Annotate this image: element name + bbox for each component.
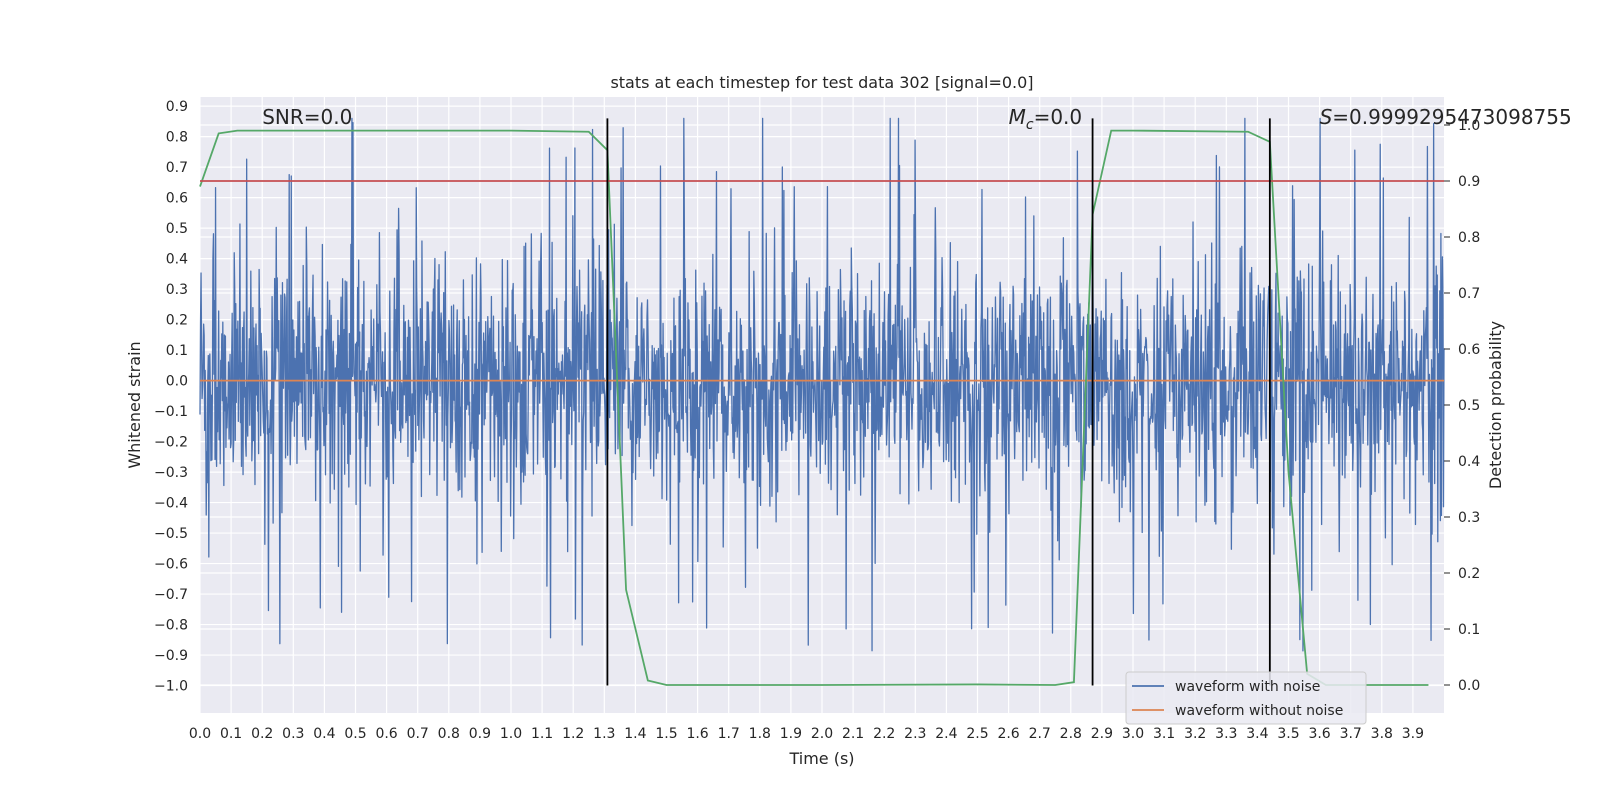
x-tick-label: 3.7 <box>1340 726 1362 742</box>
x-tick-label: 0.4 <box>313 726 335 742</box>
x-tick-label: 0.0 <box>189 726 211 742</box>
ticks: 0.0 0.1 0.2 0.3 0.4 0.5 0.6 0.7 0.8 0.9 1.0 1.1 1.2 1… <box>154 99 1480 742</box>
x-tick-label: 1.8 <box>749 726 771 742</box>
y-tick-label: 0.5 <box>166 221 188 237</box>
series-detection-probability <box>199 129 1429 686</box>
x-tick-label: 2.4 <box>935 726 957 742</box>
x-tick-label: 3.0 <box>1122 726 1144 742</box>
y-tick-label: −0.7 <box>154 587 188 603</box>
x-tick-label: 2.3 <box>904 726 926 742</box>
x-tick-label: 1.0 <box>500 726 522 742</box>
x-tick-label: 1.1 <box>531 726 553 742</box>
x-tick-label: 3.1 <box>1153 726 1175 742</box>
y-axis-label: Whitened strain <box>125 341 144 468</box>
x-tick-label: 1.2 <box>562 726 584 742</box>
x-tick-label: 1.4 <box>624 726 646 742</box>
y-tick-label: 0.4 <box>166 252 188 268</box>
y2-tick-label: 0.4 <box>1458 454 1480 470</box>
y2-tick-label: 0.6 <box>1458 342 1480 358</box>
y-tick-label: −0.3 <box>154 465 188 481</box>
x-tick-label: 1.9 <box>780 726 802 742</box>
y2-tick-label: 0.9 <box>1458 174 1480 190</box>
legend-label: waveform without noise <box>1175 703 1343 719</box>
x-tick-label: 0.9 <box>469 726 491 742</box>
x-tick-label: 0.2 <box>251 726 273 742</box>
y2-tick-label: 0.8 <box>1458 230 1480 246</box>
y-tick-label: −0.1 <box>154 404 188 420</box>
x-axis-label: Time (s) <box>788 749 854 768</box>
y-tick-label: 0.1 <box>166 343 188 359</box>
y-tick-label: −0.5 <box>154 526 188 542</box>
legend-label: waveform with noise <box>1175 679 1320 695</box>
chart-title: stats at each timestep for test data 302… <box>610 73 1033 92</box>
x-tick-label: 2.6 <box>997 726 1019 742</box>
y-tick-label: −0.2 <box>154 435 188 451</box>
x-tick-label: 2.8 <box>1060 726 1082 742</box>
legend: waveform with noise waveform without nois… <box>1125 671 1367 725</box>
y-tick-label: 0.6 <box>166 191 188 207</box>
legend-box <box>1125 671 1367 725</box>
y-tick-label: −0.8 <box>154 618 188 634</box>
x-tick-label: 2.1 <box>842 726 864 742</box>
y2-tick-label: 0.3 <box>1458 510 1480 526</box>
annotation-text: Mc=0.0 <box>1009 105 1083 133</box>
y-tick-label: 0.8 <box>166 130 188 146</box>
y-tick-label: 0.3 <box>166 282 188 298</box>
x-tick-label: 3.5 <box>1277 726 1299 742</box>
y-tick-label: −0.4 <box>154 496 188 512</box>
x-tick-label: 1.6 <box>686 726 708 742</box>
chart-marks <box>199 117 1445 686</box>
x-tick-label: 3.2 <box>1184 726 1206 742</box>
x-tick-label: 2.2 <box>873 726 895 742</box>
x-tick-label: 3.3 <box>1215 726 1237 742</box>
y-tick-label: −0.6 <box>154 557 188 573</box>
annotation-text: S=0.9999295473098755 <box>1320 105 1572 129</box>
x-tick-label: 0.3 <box>282 726 304 742</box>
y-tick-label: −0.9 <box>154 648 188 664</box>
y2-tick-label: 0.1 <box>1458 622 1480 638</box>
x-tick-label: 0.5 <box>344 726 366 742</box>
y-tick-label: 0.9 <box>166 99 188 115</box>
y-tick-label: 0.7 <box>166 160 188 176</box>
x-tick-label: 0.7 <box>407 726 429 742</box>
y2-tick-label: 0.7 <box>1458 286 1480 302</box>
x-tick-label: 2.7 <box>1029 726 1051 742</box>
annotation-text: SNR=0.0 <box>262 105 352 129</box>
x-tick-label: 2.5 <box>966 726 988 742</box>
x-tick-label: 3.9 <box>1402 726 1424 742</box>
y-tick-label: 0.2 <box>166 313 188 329</box>
y-tick-label: 0.0 <box>166 374 188 390</box>
x-tick-label: 0.8 <box>438 726 460 742</box>
x-tick-label: 3.6 <box>1308 726 1330 742</box>
y2-axis-label: Detection probability <box>1486 321 1505 489</box>
y2-tick-label: 0.5 <box>1458 398 1480 414</box>
x-tick-label: 3.4 <box>1246 726 1268 742</box>
y2-tick-label: 0.0 <box>1458 678 1480 694</box>
x-tick-label: 0.1 <box>220 726 242 742</box>
x-tick-label: 2.0 <box>811 726 833 742</box>
y-tick-label: −1.0 <box>154 679 188 695</box>
x-tick-label: 1.7 <box>718 726 740 742</box>
series-waveform-with-noise <box>199 117 1445 652</box>
x-tick-label: 1.5 <box>655 726 677 742</box>
x-tick-label: 2.9 <box>1091 726 1113 742</box>
annotations: SNR=0.0 Mc=0.0 S=0.9999295473098755 <box>262 105 1572 133</box>
x-tick-label: 1.3 <box>593 726 615 742</box>
x-tick-label: 3.8 <box>1371 726 1393 742</box>
y2-tick-label: 0.2 <box>1458 566 1480 582</box>
x-tick-label: 0.6 <box>375 726 397 742</box>
y2-tick-label: 1.0 <box>1458 118 1480 134</box>
